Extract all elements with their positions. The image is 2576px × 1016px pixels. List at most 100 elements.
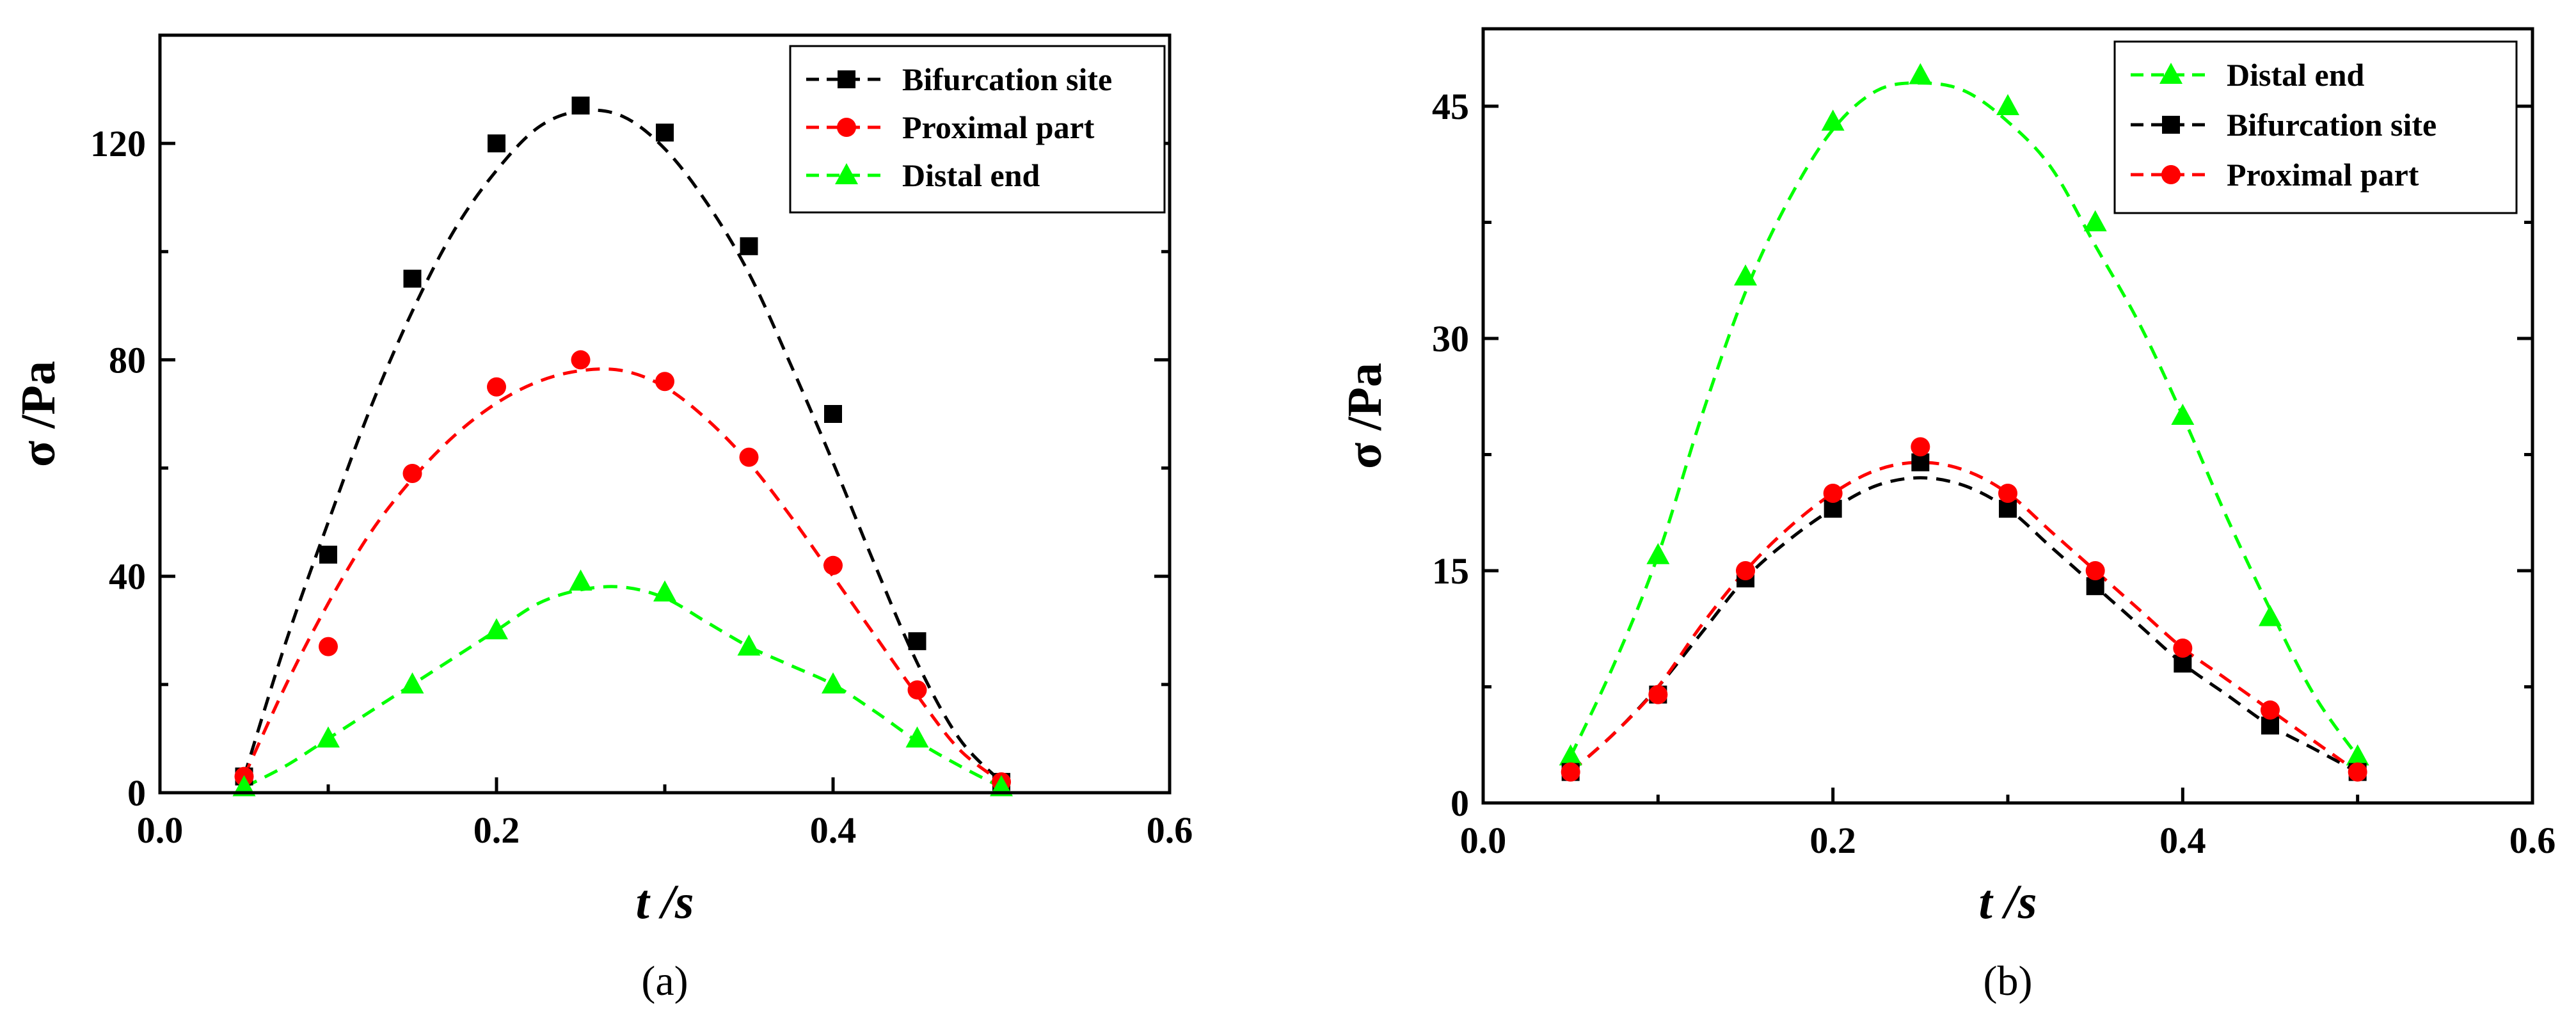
chart-a-series-0-point: [403, 269, 422, 288]
chart-b-series-0-point: [1821, 109, 1845, 131]
chart-b-plot-frame: [1481, 27, 2534, 805]
chart-a-plot-frame: [158, 33, 1172, 795]
chart-a-x-axis-unit: /s: [649, 875, 694, 929]
chart-b-legend-box: [2113, 40, 2518, 214]
chart-b-series-0-point: [1559, 744, 1582, 766]
chart-a-caption: (a): [641, 958, 688, 1004]
chart-a-series-1-point: [907, 680, 927, 700]
chart-a-series-2-point: [317, 726, 340, 748]
chart-a-legend-swatch-marker: [838, 70, 855, 88]
chart-b-series-2-point: [1736, 561, 1755, 580]
chart-b-series-line-2: [1570, 461, 2359, 774]
chart-b-markers: [1559, 63, 2369, 782]
chart-a-series-1-point: [823, 555, 843, 575]
chart-b-caption: (b): [1984, 958, 2033, 1004]
chart-a-markers: [232, 96, 1013, 797]
chart-b-series-0-point: [1646, 543, 1670, 564]
chart-b-x-tick-label: 0.6: [2509, 820, 2556, 861]
chart-a-series-2-point: [737, 634, 761, 656]
chart-a-legend-label: Distal end: [902, 157, 1040, 193]
chart-b-series-0-point: [2346, 744, 2369, 766]
chart-a-x-tick-label: 0.0: [137, 809, 184, 851]
chart-a-y-tick-label: 80: [109, 339, 146, 381]
chart-a-series-0-point: [824, 405, 842, 423]
chart-a-series-line-2: [243, 585, 1003, 789]
chart-a-series-2-point: [485, 618, 508, 640]
chart-b-series-2-point: [1911, 437, 1930, 457]
chart-a: 0.0 0.2 0.4 0.6 0 40 80 120 Bifurcation site Pro…: [12, 33, 1193, 1004]
chart-a-series-line-1: [242, 367, 1003, 784]
chart-a-series-1-point: [739, 447, 759, 467]
chart-a-y-tick-label: 120: [90, 123, 146, 164]
chart-a-curves: [242, 108, 1003, 789]
chart-b-y-tick-label: 30: [1432, 318, 1469, 360]
chart-a-legend-swatch-marker: [835, 163, 858, 184]
chart-b-legend: Distal end Bifurcation site Proximal part: [2113, 40, 2518, 214]
chart-b-y-tick-label: 0: [1451, 782, 1469, 824]
chart-a-x-tick-label: 0.2: [473, 809, 520, 851]
chart-a-series-1-point: [402, 464, 422, 484]
chart-b-series-0-point: [2083, 210, 2107, 232]
chart-a-series-1-point: [319, 637, 338, 656]
chart-b-series-0-point: [2259, 605, 2282, 626]
chart-a-series-0-point: [908, 632, 926, 651]
chart-b-series-2-point: [1998, 484, 2017, 503]
chart-b-series-2-point: [1561, 762, 1580, 782]
chart-b-series-0-point: [1996, 94, 2019, 115]
chart-b-x-tick-label: 0.2: [1809, 820, 1856, 861]
chart-a-legend-label: Proximal part: [902, 109, 1095, 145]
chart-b-x-axis-title: t /s: [1979, 875, 2037, 929]
chart-a-y-tick-label: 0: [127, 772, 146, 814]
chart-a-legend: Bifurcation site Proximal part Distal end: [789, 45, 1166, 214]
chart-a-ticks: 0.0 0.2 0.4 0.6 0 40 80 120: [90, 123, 1193, 851]
chart-b-x-tick-label: 0.0: [1460, 820, 1507, 861]
chart-a-series-1-point: [571, 350, 591, 370]
chart-a-series-1-point: [655, 372, 674, 392]
chart-b-series-2-point: [2085, 561, 2105, 580]
chart-b-legend-label: Proximal part: [2227, 157, 2419, 193]
chart-b-legend-swatch-marker: [2161, 165, 2181, 184]
chart-a-series-0-point: [571, 96, 590, 115]
chart-b-curves: [1569, 81, 2359, 774]
chart-a-series-2-point: [990, 775, 1013, 797]
chart-b-y-axis-title: σ /Pa: [1338, 363, 1392, 469]
chart-a-series-2-point: [822, 672, 845, 694]
chart-b-legend-swatch-marker: [2162, 116, 2180, 134]
chart-a-x-axis-title: t /s: [636, 875, 694, 929]
chart-b-series-0-point: [1909, 63, 1932, 84]
chart-a-series-2-point: [905, 726, 929, 748]
chart-b-series-2-point: [2261, 700, 2280, 720]
chart-b-x-tick-label: 0.4: [2159, 820, 2206, 861]
chart-b-legend-label: Bifurcation site: [2227, 107, 2437, 143]
chart-a-y-tick-label: 40: [109, 556, 146, 598]
chart-b-series-line-0: [1569, 81, 2359, 758]
chart-b-series-0-point: [1734, 264, 1757, 286]
chart-b-x-axis-var: t: [1979, 875, 1994, 929]
chart-a-series-2-point: [569, 569, 592, 591]
chart-b-series-2-point: [1648, 685, 1668, 704]
chart-b-series-line-1: [1570, 476, 2358, 774]
chart-b-x-axis-unit: /s: [1992, 875, 2037, 929]
chart-a-x-tick-label: 0.6: [1147, 809, 1193, 851]
chart-a-legend-label: Bifurcation site: [902, 61, 1112, 97]
chart-a-series-line-0: [242, 108, 1003, 783]
chart-a-series-2-point: [232, 775, 256, 797]
chart-a-series-1-point: [487, 377, 506, 397]
chart-b-series-2-point: [1823, 484, 1843, 503]
chart-a-x-axis-var: t: [636, 875, 651, 929]
chart-b-y-tick-label: 45: [1432, 86, 1469, 127]
chart-b-y-tick-label: 15: [1432, 550, 1469, 592]
chart-a-series-0-point: [488, 134, 505, 153]
chart-a-y-axis-title: σ /Pa: [12, 361, 65, 467]
chart-b-legend-label: Distal end: [2227, 57, 2365, 93]
chart-b-series-2-point: [2348, 762, 2367, 782]
chart-a-series-0-point: [319, 545, 337, 564]
chart-b-series-2-point: [2173, 639, 2193, 658]
chart-b-series-0-point: [2171, 404, 2195, 425]
chart-a-legend-swatch-marker: [837, 118, 856, 137]
chart-b: 0.0 0.2 0.4 0.6 0 15 30 45 Distal end Bifurcatio…: [1338, 27, 2556, 1004]
chart-a-series-0-point: [656, 123, 674, 142]
chart-a-x-tick-label: 0.4: [810, 809, 857, 851]
chart-a-series-2-point: [653, 580, 676, 602]
